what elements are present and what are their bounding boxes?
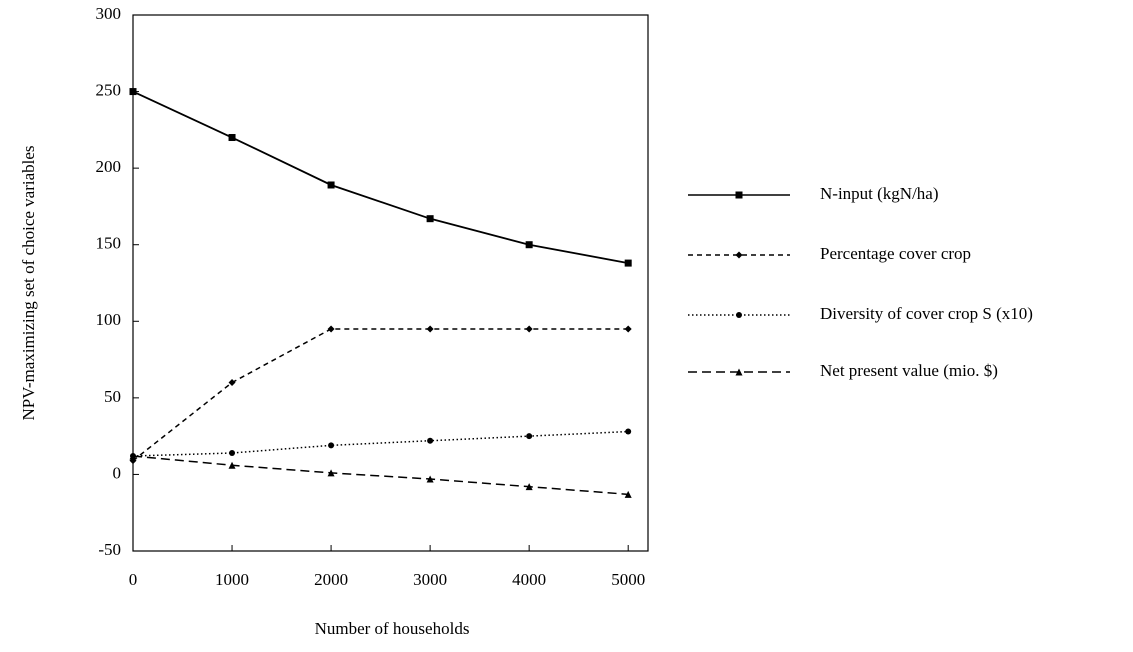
- data-point: [129, 88, 137, 96]
- y-tick-label: 150: [96, 234, 122, 253]
- data-point: [228, 379, 236, 387]
- x-tick-label: 5000: [611, 570, 645, 589]
- y-tick-label: 0: [113, 463, 122, 482]
- legend-label: Diversity of cover crop S (x10): [820, 304, 1033, 323]
- series-line: [132, 328, 629, 462]
- data-point: [525, 325, 533, 333]
- legend-marker: [736, 312, 742, 318]
- data-point: [228, 134, 236, 142]
- data-point: [129, 452, 137, 460]
- data-point: [327, 325, 335, 333]
- legend-label: N-input (kgN/ha): [820, 184, 939, 203]
- data-point: [427, 437, 434, 444]
- data-point: [526, 433, 533, 440]
- x-tick-label: 0: [129, 570, 138, 589]
- data-point: [624, 490, 632, 498]
- x-axis-label: Number of households: [315, 619, 470, 638]
- y-tick-label: -50: [98, 540, 121, 559]
- x-tick-label: 1000: [215, 570, 249, 589]
- data-point: [228, 461, 236, 469]
- data-point: [624, 325, 632, 333]
- y-tick-label: 50: [104, 387, 121, 406]
- data-point: [327, 181, 335, 189]
- data-point: [426, 325, 434, 333]
- legend-marker: [735, 251, 743, 259]
- data-point: [328, 442, 335, 449]
- legend-marker: [735, 368, 743, 376]
- series-line: [132, 455, 629, 496]
- data-point: [624, 259, 632, 267]
- legend-label: Percentage cover crop: [820, 244, 971, 263]
- y-axis-label: NPV-maximizing set of choice variables: [19, 145, 38, 420]
- series-line: [132, 90, 629, 264]
- data-point: [426, 475, 434, 483]
- data-point: [327, 469, 335, 477]
- legend-label: Net present value (mio. $): [820, 361, 998, 380]
- x-tick-label: 4000: [512, 570, 546, 589]
- y-tick-label: 300: [96, 4, 122, 23]
- y-tick-label: 200: [96, 157, 122, 176]
- y-tick-label: 250: [96, 80, 122, 99]
- legend-marker: [735, 191, 743, 199]
- data-point: [229, 449, 236, 456]
- data-point: [525, 483, 533, 491]
- data-point: [426, 215, 434, 223]
- data-point: [525, 241, 533, 249]
- data-point: [625, 428, 632, 435]
- plot-frame: [132, 14, 649, 552]
- series-line: [132, 430, 629, 457]
- y-tick-label: 100: [96, 310, 122, 329]
- x-tick-label: 2000: [314, 570, 348, 589]
- x-tick-label: 3000: [413, 570, 447, 589]
